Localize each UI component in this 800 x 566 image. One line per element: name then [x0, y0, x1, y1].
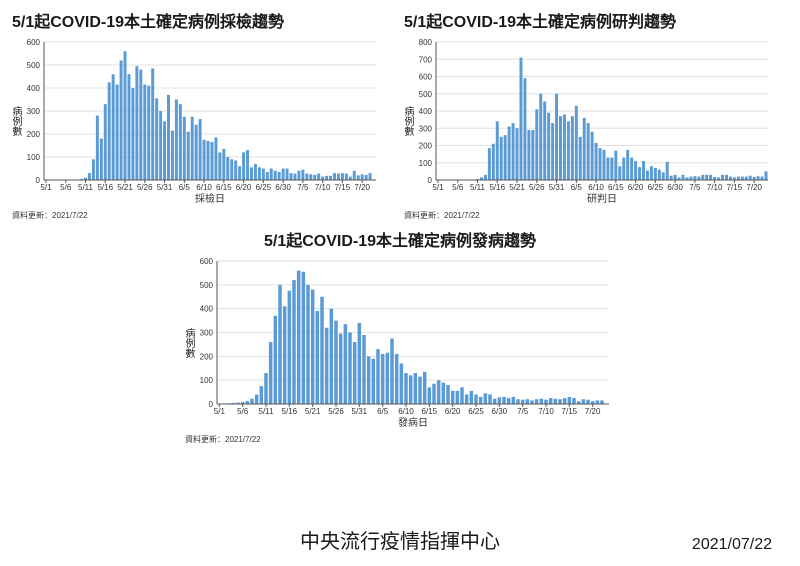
svg-text:100: 100 [419, 159, 433, 168]
svg-text:採檢日: 採檢日 [195, 192, 225, 205]
svg-text:7/10: 7/10 [707, 183, 723, 192]
chart3-source: 資料更新：2021/7/22 [185, 434, 261, 445]
svg-text:5/1: 5/1 [432, 183, 444, 192]
svg-text:400: 400 [200, 305, 214, 314]
svg-text:7/20: 7/20 [746, 183, 762, 192]
svg-text:300: 300 [200, 329, 214, 338]
svg-text:7/15: 7/15 [335, 183, 351, 192]
svg-text:5/6: 5/6 [60, 183, 72, 192]
svg-text:5/11: 5/11 [78, 183, 94, 192]
svg-text:5/1: 5/1 [214, 407, 226, 416]
panel-testing-trend: 5/1起COVID-19本土確定病例採檢趨勢 病例數 0100200300400… [12, 8, 396, 221]
svg-text:7/5: 7/5 [689, 183, 701, 192]
svg-text:5/11: 5/11 [470, 183, 486, 192]
svg-text:6/20: 6/20 [628, 183, 644, 192]
svg-text:600: 600 [200, 257, 214, 266]
svg-text:7/10: 7/10 [538, 407, 554, 416]
svg-text:600: 600 [419, 73, 433, 82]
svg-text:400: 400 [27, 84, 41, 93]
svg-text:7/15: 7/15 [562, 407, 578, 416]
svg-text:5/16: 5/16 [282, 407, 298, 416]
chart2-source: 資料更新：2021/7/22 [404, 210, 788, 221]
svg-text:7/5: 7/5 [517, 407, 529, 416]
svg-text:6/10: 6/10 [588, 183, 604, 192]
svg-text:6/20: 6/20 [236, 183, 252, 192]
svg-text:300: 300 [419, 124, 433, 133]
svg-text:5/31: 5/31 [352, 407, 368, 416]
svg-text:5/21: 5/21 [509, 183, 525, 192]
svg-text:100: 100 [200, 376, 214, 385]
svg-text:7/10: 7/10 [315, 183, 331, 192]
svg-text:6/25: 6/25 [256, 183, 272, 192]
svg-text:5/31: 5/31 [549, 183, 565, 192]
chart1-source: 資料更新：2021/7/22 [12, 210, 396, 221]
svg-text:7/20: 7/20 [585, 407, 601, 416]
svg-text:7/15: 7/15 [727, 183, 743, 192]
svg-text:6/25: 6/25 [648, 183, 664, 192]
svg-text:6/30: 6/30 [275, 183, 291, 192]
svg-text:6/30: 6/30 [667, 183, 683, 192]
svg-text:200: 200 [27, 130, 41, 139]
svg-text:400: 400 [419, 107, 433, 116]
svg-text:500: 500 [419, 90, 433, 99]
chart1-ylabel: 病例數 [10, 106, 20, 136]
svg-text:5/21: 5/21 [117, 183, 133, 192]
svg-text:5/31: 5/31 [157, 183, 173, 192]
svg-text:5/1: 5/1 [40, 183, 52, 192]
svg-text:5/26: 5/26 [529, 183, 545, 192]
svg-text:7/5: 7/5 [297, 183, 309, 192]
svg-text:研判日: 研判日 [587, 193, 617, 205]
footer-date: 2021/07/22 [692, 536, 772, 554]
chart1-svg: 01002003004005006005/15/65/115/165/215/2… [12, 36, 382, 206]
svg-text:100: 100 [27, 153, 41, 162]
svg-text:700: 700 [419, 55, 433, 64]
chart2-svg: 01002003004005006007008005/15/65/115/165… [404, 36, 774, 206]
chart3-ylabel: 病例數 [183, 328, 193, 358]
svg-text:200: 200 [200, 352, 214, 361]
svg-text:5/16: 5/16 [489, 183, 505, 192]
svg-text:6/15: 6/15 [608, 183, 624, 192]
svg-text:7/20: 7/20 [354, 183, 370, 192]
svg-text:發病日: 發病日 [398, 416, 428, 429]
chart3-svg: 01002003004005006005/15/65/115/165/215/2… [185, 255, 615, 430]
svg-text:6/5: 6/5 [377, 407, 389, 416]
svg-text:5/6: 5/6 [237, 407, 249, 416]
svg-text:6/5: 6/5 [179, 183, 191, 192]
svg-text:200: 200 [419, 142, 433, 151]
svg-text:6/25: 6/25 [468, 407, 484, 416]
svg-text:500: 500 [27, 61, 41, 70]
svg-text:5/26: 5/26 [137, 183, 153, 192]
svg-text:600: 600 [27, 38, 41, 47]
svg-text:800: 800 [419, 38, 433, 47]
svg-text:300: 300 [27, 107, 41, 116]
svg-text:5/11: 5/11 [259, 407, 275, 416]
chart3-title: 5/1起COVID-19本土確定病例發病趨勢 [264, 227, 536, 251]
svg-text:6/20: 6/20 [445, 407, 461, 416]
svg-text:6/15: 6/15 [422, 407, 438, 416]
svg-text:6/15: 6/15 [216, 183, 232, 192]
svg-text:6/10: 6/10 [196, 183, 212, 192]
svg-text:6/10: 6/10 [398, 407, 414, 416]
chart2-ylabel: 病例數 [402, 106, 412, 136]
panel-judgment-trend: 5/1起COVID-19本土確定病例研判趨勢 病例數 0100200300400… [404, 8, 788, 221]
chart2-title: 5/1起COVID-19本土確定病例研判趨勢 [404, 8, 788, 32]
svg-text:6/5: 6/5 [571, 183, 583, 192]
chart1-title: 5/1起COVID-19本土確定病例採檢趨勢 [12, 8, 396, 32]
svg-text:5/26: 5/26 [328, 407, 344, 416]
footer-org: 中央流行疫情指揮中心 [300, 525, 500, 554]
svg-text:5/6: 5/6 [452, 183, 464, 192]
svg-text:5/21: 5/21 [305, 407, 321, 416]
svg-text:500: 500 [200, 281, 214, 290]
svg-text:5/16: 5/16 [97, 183, 113, 192]
footer: 中央流行疫情指揮中心 2021/07/22 [0, 525, 800, 554]
svg-text:6/30: 6/30 [492, 407, 508, 416]
